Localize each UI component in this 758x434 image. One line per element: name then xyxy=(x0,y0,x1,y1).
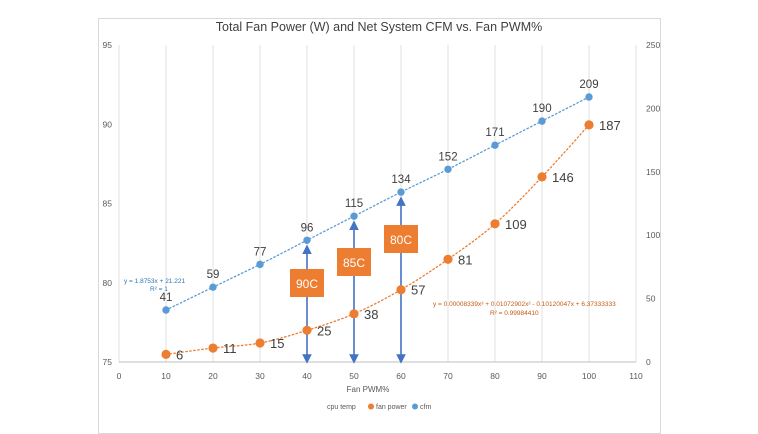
legend-marker xyxy=(412,403,418,410)
x-tick-label: 60 xyxy=(396,371,406,381)
chart-title: Total Fan Power (W) and Net System CFM v… xyxy=(216,20,542,34)
x-tick-label: 90 xyxy=(537,371,547,381)
y-left-tick-label: 95 xyxy=(103,40,113,50)
cfm-data-label: 96 xyxy=(301,222,314,234)
annotation-label: 90C xyxy=(296,277,318,291)
x-tick-label: 0 xyxy=(117,371,122,381)
fan-power-point xyxy=(490,219,500,229)
fan-power-data-label: 25 xyxy=(317,323,331,338)
fan-power-data-label: 15 xyxy=(270,336,284,351)
y-right-tick-label: 250 xyxy=(646,40,660,50)
cfm-point xyxy=(350,212,358,220)
annotation-label: 85C xyxy=(343,256,365,270)
x-tick-label: 100 xyxy=(582,371,596,381)
chart-frame xyxy=(98,18,661,434)
y-right-tick-label: 0 xyxy=(646,357,651,367)
cfm-data-label: 209 xyxy=(579,79,598,91)
fan-power-data-label: 187 xyxy=(599,118,621,133)
legend-entry: cfm xyxy=(420,404,431,411)
fan-power-data-label: 109 xyxy=(505,217,527,232)
fan-power-point xyxy=(161,349,171,359)
annotation-box xyxy=(384,225,418,253)
cfm-point xyxy=(303,236,311,244)
fan-power-data-label: 38 xyxy=(364,307,378,322)
x-tick-label: 50 xyxy=(349,371,359,381)
fan-power-point xyxy=(255,338,265,348)
fan-power-point xyxy=(302,325,312,335)
annotation-box xyxy=(290,269,324,297)
cfm-data-label: 171 xyxy=(485,127,504,139)
cfm-point xyxy=(585,93,593,101)
fan-power-trendline xyxy=(165,124,590,356)
y-left-tick-label: 90 xyxy=(103,119,113,129)
x-tick-label: 10 xyxy=(161,371,171,381)
x-tick-label: 40 xyxy=(302,371,312,381)
legend-entry: cpu temp xyxy=(327,404,356,411)
x-tick-label: 30 xyxy=(255,371,265,381)
y-left-tick-label: 75 xyxy=(103,357,113,367)
x-tick-label: 20 xyxy=(208,371,218,381)
fan-power-point xyxy=(537,172,547,182)
annotation-label: 80C xyxy=(390,233,412,247)
x-tick-label: 110 xyxy=(629,371,643,381)
fan-power-data-label: 81 xyxy=(458,252,472,267)
legend-marker xyxy=(368,403,374,410)
x-tick-label: 70 xyxy=(443,371,453,381)
cfm-data-label: 77 xyxy=(254,246,267,258)
cfm-data-label: 190 xyxy=(532,103,551,115)
fan-power-trendline-equation: y = 0.00008339x³ + 0.01072902x² - 0.1012… xyxy=(433,301,616,308)
fan-power-point xyxy=(208,343,218,353)
cfm-point xyxy=(491,141,499,149)
cfm-point xyxy=(256,260,264,269)
cfm-point xyxy=(162,306,170,314)
x-axis-label: Fan PWM% xyxy=(347,385,390,394)
cfm-data-label: 59 xyxy=(207,269,220,281)
x-tick-label: 80 xyxy=(490,371,500,381)
fan-power-trendline-r2: R² = 0.99984410 xyxy=(490,310,539,317)
cfm-point xyxy=(444,165,452,173)
cfm-data-label: 115 xyxy=(345,198,363,210)
fan-power-point xyxy=(443,254,453,264)
cfm-trendline-r2: R² = 1 xyxy=(150,286,168,293)
y-right-tick-label: 200 xyxy=(646,103,660,113)
fan-power-data-label: 11 xyxy=(223,341,237,356)
fan-power-point xyxy=(349,309,359,319)
fan-power-data-label: 146 xyxy=(552,170,574,185)
cfm-trendline xyxy=(165,96,590,311)
fan-power-data-label: 57 xyxy=(411,283,425,298)
y-right-tick-label: 50 xyxy=(646,294,656,304)
fan-power-data-label: 6 xyxy=(176,347,183,362)
fan-power-point xyxy=(396,285,406,295)
cfm-point xyxy=(397,188,405,196)
cfm-point xyxy=(538,117,546,125)
y-right-tick-label: 150 xyxy=(646,167,660,177)
y-left-tick-label: 85 xyxy=(103,199,113,209)
cfm-data-label: 41 xyxy=(160,292,173,304)
cfm-trendline-equation: y = 1.8753x + 21.221 xyxy=(124,278,185,285)
chart-legend: cpu temp fan power cfm xyxy=(327,403,431,411)
cfm-data-label: 134 xyxy=(391,174,411,186)
cfm-data-label: 152 xyxy=(438,151,457,163)
y-right-tick-label: 100 xyxy=(646,230,660,240)
cfm-point xyxy=(209,283,217,291)
legend-entry: fan power xyxy=(376,404,407,411)
fan-power-point xyxy=(584,120,594,130)
y-left-tick-label: 80 xyxy=(103,278,113,288)
annotation-box xyxy=(337,248,371,276)
